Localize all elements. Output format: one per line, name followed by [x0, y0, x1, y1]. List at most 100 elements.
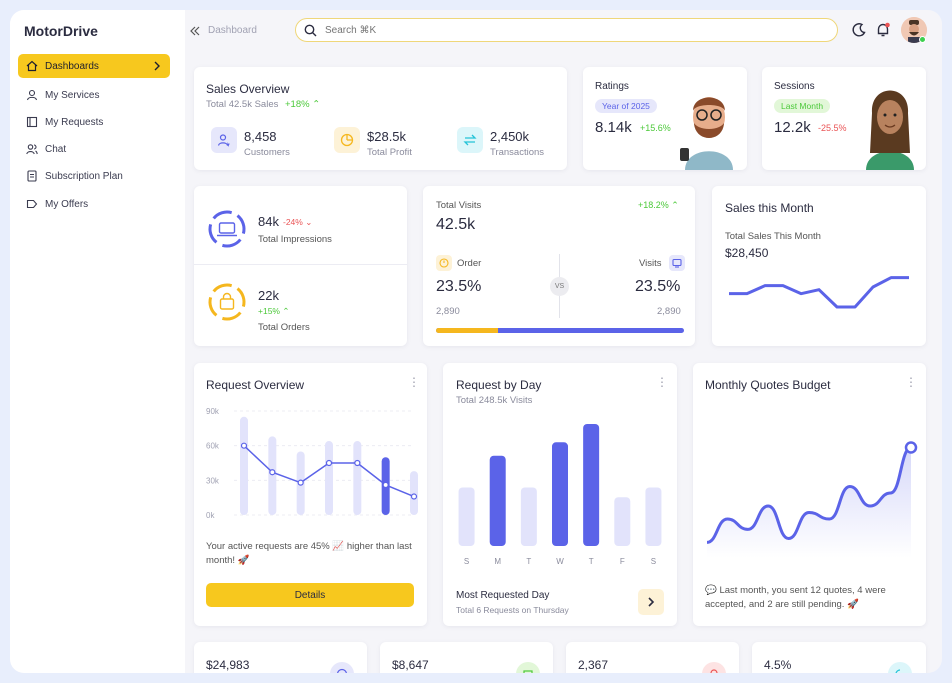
day-bar	[552, 442, 568, 546]
day-label: T	[589, 557, 594, 566]
sessions-change: -25.5%	[818, 123, 847, 133]
impressions-progress-ring	[208, 210, 246, 248]
total-visits-card: Total Visits +18.2% ⌃ 42.5k Order Visits…	[423, 186, 695, 346]
details-button[interactable]: Details	[206, 583, 414, 607]
more-options-icon[interactable]: ⋮	[656, 375, 668, 389]
monitor-icon	[669, 255, 685, 271]
customers-label: Customers	[244, 147, 290, 158]
request-trend-point	[297, 479, 304, 486]
orders-progress-ring	[208, 283, 246, 321]
request-bar	[325, 441, 333, 515]
request-overview-message: Your active requests are 45% 📈 higher th…	[206, 541, 412, 566]
request-bar	[268, 436, 277, 515]
request-bar	[353, 441, 362, 515]
sales-overview-change: +18%	[285, 99, 310, 110]
orders-label: Total Orders	[258, 322, 310, 333]
visits-count: 2,890	[657, 306, 681, 317]
quotes-end-point	[904, 441, 918, 454]
request-trend-point	[269, 469, 276, 476]
request-trend-point	[354, 459, 361, 467]
more-options-icon[interactable]: ⋮	[905, 375, 917, 389]
breadcrumb[interactable]: Dashboard	[190, 25, 257, 36]
users-icon	[702, 662, 726, 673]
document-icon	[27, 170, 37, 182]
sessions-title: Sessions	[774, 81, 815, 92]
sidebar-item-label: My Requests	[45, 116, 104, 128]
sessions-value: 12.2k	[774, 119, 811, 136]
day-label: S	[464, 557, 469, 566]
order-label: Order	[457, 258, 482, 269]
sales-month-card: Sales this Month Total Sales This Month …	[712, 186, 926, 346]
divider	[194, 264, 407, 265]
sidebar: MotorDrive Dashboards My Services My Req…	[10, 10, 185, 673]
search-input[interactable]	[325, 24, 725, 36]
home-icon	[26, 60, 38, 72]
chevron-down-icon: ⌄	[305, 217, 313, 227]
moon-icon[interactable]	[851, 22, 867, 38]
request-by-day-subtitle: Total 248.5k Visits	[456, 395, 533, 406]
sessions-card: Sessions Last Month 12.2k -25.5%	[762, 67, 926, 170]
vs-badge: VS	[550, 277, 569, 296]
cart-icon	[516, 662, 540, 673]
bell-icon[interactable]	[875, 22, 891, 38]
bottom-stat-card: $8,647	[380, 642, 553, 673]
transactions-value: 2,450k	[490, 129, 530, 144]
ratings-change: +15.6%	[640, 123, 671, 133]
next-button[interactable]	[638, 589, 664, 615]
search-icon	[304, 24, 317, 36]
sales-overview-subtitle-text: Total 42.5k Sales	[206, 99, 279, 110]
visits-title: Total Visits	[436, 200, 482, 211]
sidebar-item-subscription-plan[interactable]: Subscription Plan	[18, 164, 170, 188]
arrow-up-icon: ⌃	[312, 99, 321, 110]
most-requested-day-title: Most Requested Day	[456, 590, 550, 601]
bottom-stat-card: 4.5%	[752, 642, 926, 673]
bottom-stat-value: $8,647	[392, 658, 429, 672]
sidebar-item-my-requests[interactable]: My Requests	[18, 110, 170, 134]
visits-value: 42.5k	[436, 216, 476, 233]
day-label: S	[651, 557, 656, 566]
request-overview-card: Request Overview ⋮ 90k 60k 30k 0k Your acti…	[194, 363, 427, 626]
request-trend-point	[325, 459, 333, 467]
sidebar-item-dashboards[interactable]: Dashboards	[18, 54, 170, 78]
book-icon	[26, 116, 38, 128]
user-icon	[26, 89, 38, 101]
sidebar-item-my-offers[interactable]: My Offers	[18, 192, 170, 216]
chevron-right-icon	[648, 597, 655, 607]
sidebar-item-label: Subscription Plan	[45, 170, 123, 182]
day-bar	[614, 497, 631, 546]
more-options-icon[interactable]: ⋮	[408, 375, 420, 389]
transfer-icon	[457, 127, 483, 153]
sales-month-title: Sales this Month	[725, 201, 814, 215]
request-overview-chart: 90k 60k 30k 0k	[206, 407, 418, 520]
visits-label: Visits	[639, 258, 662, 269]
request-bar	[240, 416, 248, 515]
orders-change: +15% ⌃	[258, 306, 289, 317]
breadcrumb-label: Dashboard	[208, 25, 257, 36]
day-bar	[583, 424, 600, 546]
impressions-change-text: -24%	[283, 217, 303, 227]
arrow-up-icon: ⌃	[671, 200, 679, 210]
day-bar	[645, 487, 662, 546]
day-label: W	[556, 557, 564, 566]
collapse-icon[interactable]	[190, 26, 200, 36]
sidebar-item-label: My Offers	[45, 198, 89, 210]
request-bar	[410, 471, 418, 515]
search-bar[interactable]	[295, 18, 838, 42]
customers-icon	[211, 127, 237, 153]
bottom-stat-value: 2,367	[578, 658, 609, 672]
sidebar-item-chat[interactable]: Chat	[18, 137, 170, 161]
day-label: M	[494, 557, 501, 566]
monthly-quotes-area-chart	[706, 441, 918, 558]
online-status-dot	[919, 36, 926, 43]
request-trend-point	[382, 481, 389, 489]
ratings-year-badge: Year of 2025	[595, 99, 657, 113]
order-count: 2,890	[436, 306, 460, 317]
sidebar-item-my-services[interactable]: My Services	[18, 83, 170, 107]
sales-month-line	[729, 276, 909, 309]
avatar[interactable]	[901, 17, 927, 43]
request-by-day-card: Request by Day Total 248.5k Visits ⋮ S M T…	[443, 363, 677, 626]
bottom-stat-value: $24,983	[206, 658, 250, 672]
day-bar	[489, 455, 506, 546]
female-character-illustration	[866, 90, 914, 170]
